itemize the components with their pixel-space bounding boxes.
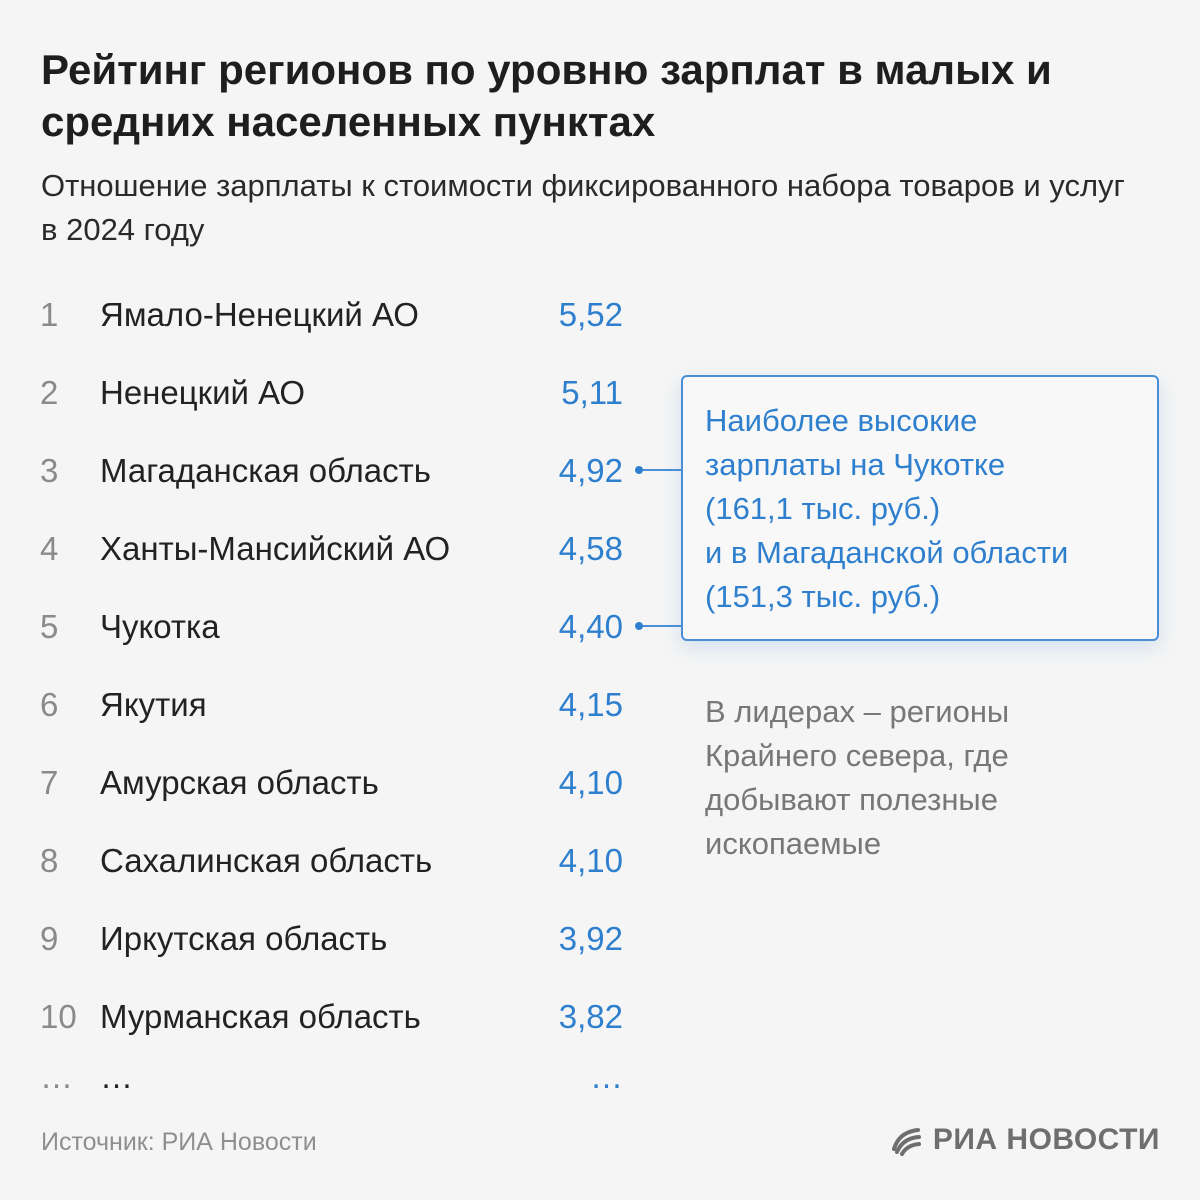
region-name: Ямало-Ненецкий АО [100,296,419,333]
note-line: ископаемые [705,826,882,861]
connector-line-chukotka [641,625,682,627]
region-name: Амурская область [100,764,379,801]
rank-value: 5,11 [561,374,623,411]
note-line: добывают полезные [705,782,998,817]
rank-number: 4 [40,530,59,567]
rank-number: 2 [40,374,59,411]
region-name: … [100,1058,133,1095]
rank-value: 4,15 [558,686,623,723]
table-row: 1 Ямало-Ненецкий АО 5,52 [0,290,700,340]
table-row: 6 Якутия 4,15 [0,680,700,730]
table-row: 7 Амурская область 4,10 [0,758,700,808]
region-name: Магаданская область [100,452,431,489]
chart-subtitle: Отношение зарплаты к стоимости фиксирова… [41,168,1125,247]
chart-title: Рейтинг регионов по уровню зарплат в мал… [41,46,1052,145]
rank-value: 4,10 [558,842,623,879]
note-text: В лидерах – регионы Крайнего севера, где… [705,690,1125,866]
table-row: 5 Чукотка 4,40 [0,602,700,652]
ria-logo: РИА НОВОСТИ [889,1120,1160,1160]
rank-value: 4,92 [558,452,623,489]
connector-dot-chukotka [635,622,643,630]
table-row: 10 Мурманская область 3,82 [0,992,700,1042]
rank-value: 5,52 [558,296,623,333]
rank-number: 5 [40,608,59,645]
region-name: Сахалинская область [100,842,433,879]
region-name: Мурманская область [100,998,421,1035]
connector-dot-magadan [635,466,643,474]
region-name: Иркутская область [100,920,388,957]
region-name: Чукотка [100,608,220,645]
rank-number: 8 [40,842,59,879]
table-row: 3 Магаданская область 4,92 [0,446,700,496]
rank-number: 10 [40,998,77,1035]
note-line: В лидерах – регионы [705,694,1010,729]
rank-value: 4,58 [558,530,623,567]
callout-line: Наиболее высокие [705,403,978,438]
ria-logo-text: РИА НОВОСТИ [932,1123,1160,1156]
region-name: Ханты-Мансийский АО [100,530,451,567]
callout-line: (151,3 тыс. руб.) [705,579,941,614]
table-row: 9 Иркутская область 3,92 [0,914,700,964]
rank-number: 1 [40,296,59,333]
rank-number: 9 [40,920,59,957]
rank-value: 3,82 [558,998,623,1035]
rank-number: 7 [40,764,59,801]
table-row: 4 Ханты-Мансийский АО 4,58 [0,524,700,574]
callout-box: Наиболее высокие зарплаты на Чукотке (16… [681,375,1159,641]
rank-value: 3,92 [558,920,623,957]
callout-line: зарплаты на Чукотке [705,447,1006,482]
rank-number: 6 [40,686,59,723]
region-name: Ненецкий АО [100,374,306,411]
rank-value: 4,40 [558,608,623,645]
region-name: Якутия [100,686,207,723]
note-line: Крайнего севера, где [705,738,1009,773]
table-row: … … … [0,1052,700,1102]
rank-number: 3 [40,452,59,489]
source-label: Источник: РИА Новости [41,1128,317,1156]
callout-line: (161,1 тыс. руб.) [705,491,941,526]
ria-logo-icon [891,1128,921,1156]
connector-line-magadan [641,469,682,471]
table-row: 8 Сахалинская область 4,10 [0,836,700,886]
rank-value: 4,10 [558,764,623,801]
rank-value: … [590,1058,623,1095]
rank-number: … [40,1058,73,1095]
table-row: 2 Ненецкий АО 5,11 [0,368,700,418]
callout-line: и в Магаданской области [705,535,1069,570]
